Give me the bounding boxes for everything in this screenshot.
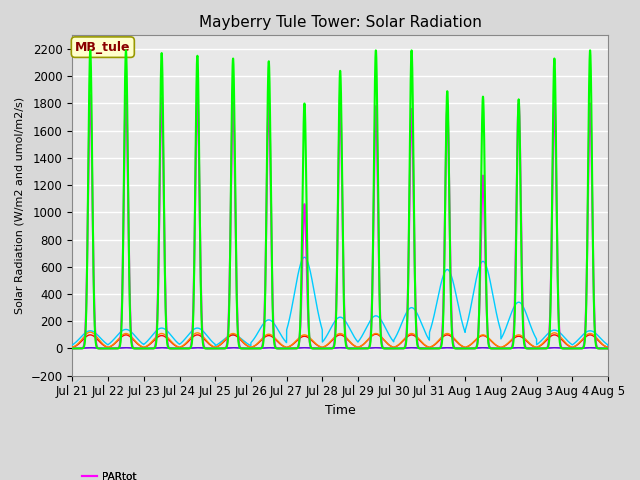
X-axis label: Time: Time <box>324 404 356 417</box>
Legend: PARtot: PARtot <box>77 468 140 480</box>
Title: Mayberry Tule Tower: Solar Radiation: Mayberry Tule Tower: Solar Radiation <box>199 15 482 30</box>
Text: MB_tule: MB_tule <box>75 41 131 54</box>
Y-axis label: Solar Radiation (W/m2 and umol/m2/s): Solar Radiation (W/m2 and umol/m2/s) <box>15 97 25 314</box>
